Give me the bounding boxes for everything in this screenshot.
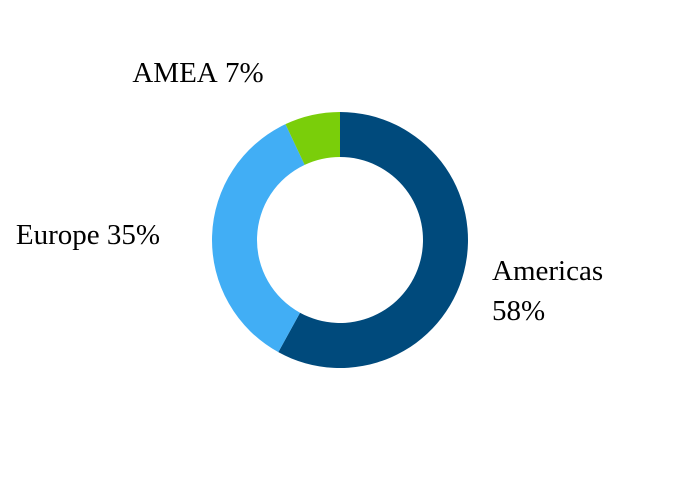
slice-label: Europe 35% (16, 219, 160, 251)
donut-slice (285, 112, 340, 165)
slice-label: AMEA 7% (132, 57, 263, 89)
category-name: Americas (492, 255, 603, 287)
slice-label: Americas 58% (492, 255, 603, 327)
category-name: AMEA (132, 57, 217, 89)
value-label: 7% (225, 57, 264, 89)
category-name: Europe (16, 219, 100, 251)
donut-slice (278, 112, 468, 368)
donut-slice (212, 124, 305, 353)
value-label: 35% (107, 219, 160, 251)
value-label: 58% (492, 295, 545, 327)
